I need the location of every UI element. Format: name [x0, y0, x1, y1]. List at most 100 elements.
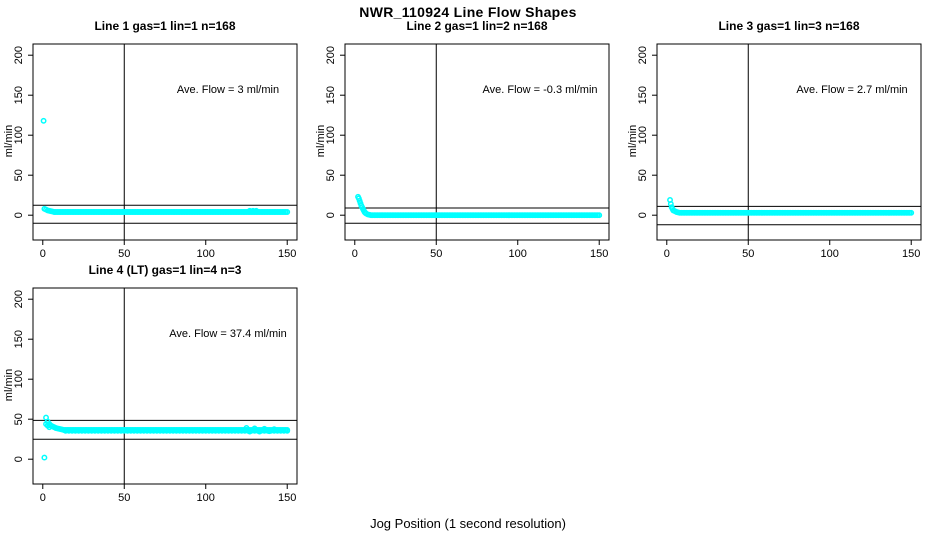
- data-point: [202, 427, 209, 434]
- data-point: [256, 428, 263, 435]
- data-point: [176, 427, 183, 434]
- data-point: [253, 207, 260, 214]
- subplot-title: Line 1 gas=1 lin=1 n=168: [94, 19, 236, 33]
- subplot-line-4: 0 50 100 150 0 50 100 150 200 Line 4 (LT) gas=1 …: [0, 262, 312, 506]
- subplot-line-1: 0 50 100 150 0 50 100 150 200 Line 1 gas=1 lin=1…: [0, 18, 312, 262]
- data-point: [281, 427, 287, 434]
- data-point: [179, 427, 186, 434]
- data-point: [183, 427, 190, 434]
- data-point: [134, 427, 141, 434]
- x-tick-label: 50: [118, 248, 130, 260]
- data-point: [173, 427, 180, 434]
- x-tick-label: 0: [352, 248, 358, 260]
- x-axis-label: Jog Position (1 second resolution): [370, 516, 566, 531]
- data-point: [124, 427, 131, 434]
- x-tick-label: 0: [664, 248, 670, 260]
- data-point: [193, 427, 199, 434]
- data-point: [147, 427, 154, 434]
- y-tick-label: 0: [637, 212, 649, 218]
- y-tick-label: 200: [637, 46, 649, 64]
- y-tick-label: 0: [325, 212, 337, 218]
- x-tick-label: 100: [821, 248, 839, 260]
- data-point: [366, 211, 373, 218]
- y-tick-label: 200: [13, 46, 25, 64]
- data-point: [111, 427, 118, 434]
- data-point: [219, 427, 225, 434]
- subplot-title: Line 2 gas=1 lin=2 n=168: [406, 19, 548, 33]
- data-point: [85, 427, 92, 434]
- data-point: [137, 427, 144, 434]
- data-point: [667, 201, 674, 207]
- x-tick-label: 150: [278, 492, 296, 504]
- data-point: [251, 425, 258, 432]
- data-point: [189, 427, 196, 434]
- data-point: [271, 426, 278, 433]
- data-point: [150, 427, 157, 434]
- data-point: [235, 427, 242, 434]
- y-tick-label: 0: [13, 212, 25, 218]
- data-point: [78, 427, 85, 434]
- data-point: [41, 454, 48, 461]
- ave-flow-annotation: Ave. Flow = -0.3 ml/min: [482, 84, 598, 96]
- y-axis-label: ml/min: [627, 124, 639, 158]
- y-tick-label: 150: [13, 86, 25, 104]
- data-point: [196, 427, 203, 434]
- plot-box: [656, 43, 922, 241]
- data-point: [140, 427, 147, 434]
- data-point: [75, 427, 82, 434]
- data-point: [121, 427, 128, 434]
- data-point: [82, 427, 89, 434]
- data-point: [212, 427, 219, 434]
- data-point: [59, 426, 66, 433]
- x-tick-label: 100: [197, 492, 215, 504]
- x-tick-label: 50: [742, 248, 754, 260]
- data-point: [243, 425, 250, 431]
- y-tick-label: 50: [637, 169, 649, 181]
- data-point: [225, 427, 232, 434]
- data-point: [114, 427, 121, 434]
- ave-flow-annotation: Ave. Flow = 37.4 ml/min: [169, 328, 287, 340]
- data-point: [131, 427, 137, 434]
- data-point: [108, 427, 115, 434]
- x-tick-label: 50: [430, 248, 442, 260]
- subplot-line-2: 0 50 100 150 0 50 100 150 200 Line 2 gas=1 lin=2…: [312, 18, 624, 262]
- y-axis-label: ml/min: [3, 124, 15, 158]
- y-tick-label: 50: [13, 413, 25, 425]
- data-point: [596, 212, 603, 219]
- data-point: [250, 207, 256, 214]
- plot-canvas-line-1: 0 50 100 150 0 50 100 150 200: [13, 43, 298, 260]
- subplot-title: Line 4 (LT) gas=1 lin=4 n=3: [88, 263, 242, 277]
- data-point: [186, 427, 193, 434]
- plot-canvas-line-3: 0 50 100 150 0 50 100 150 200: [637, 43, 922, 260]
- x-tick-label: 0: [40, 492, 46, 504]
- data-point: [49, 208, 56, 215]
- y-axis-label: ml/min: [315, 124, 327, 158]
- data-point: [232, 427, 239, 434]
- data-point: [284, 427, 291, 434]
- subplot-line-3: 0 50 100 150 0 50 100 150 200 Line 3 gas=1 lin=3…: [624, 18, 936, 262]
- plot-box: [32, 43, 298, 241]
- data-point: [215, 427, 222, 434]
- y-tick-label: 200: [13, 290, 25, 308]
- data-point: [153, 427, 160, 434]
- data-point: [222, 427, 229, 434]
- subplot-title: Line 3 gas=1 lin=3 n=168: [718, 19, 860, 33]
- data-point: [908, 209, 915, 216]
- data-point: [101, 427, 108, 434]
- y-tick-label: 50: [13, 169, 25, 181]
- y-tick-label: 50: [325, 169, 337, 181]
- data-point: [72, 427, 79, 434]
- x-tick-label: 150: [590, 248, 608, 260]
- data-point: [284, 209, 291, 215]
- data-point: [118, 427, 124, 434]
- data-point: [88, 427, 95, 434]
- data-point: [69, 427, 76, 434]
- y-tick-label: 100: [325, 126, 337, 144]
- data-point: [163, 427, 170, 434]
- data-point: [91, 427, 98, 434]
- y-tick-label: 150: [13, 330, 25, 348]
- data-point: [238, 427, 245, 434]
- y-tick-label: 150: [325, 86, 337, 104]
- ave-flow-annotation: Ave. Flow = 2.7 ml/min: [796, 84, 908, 96]
